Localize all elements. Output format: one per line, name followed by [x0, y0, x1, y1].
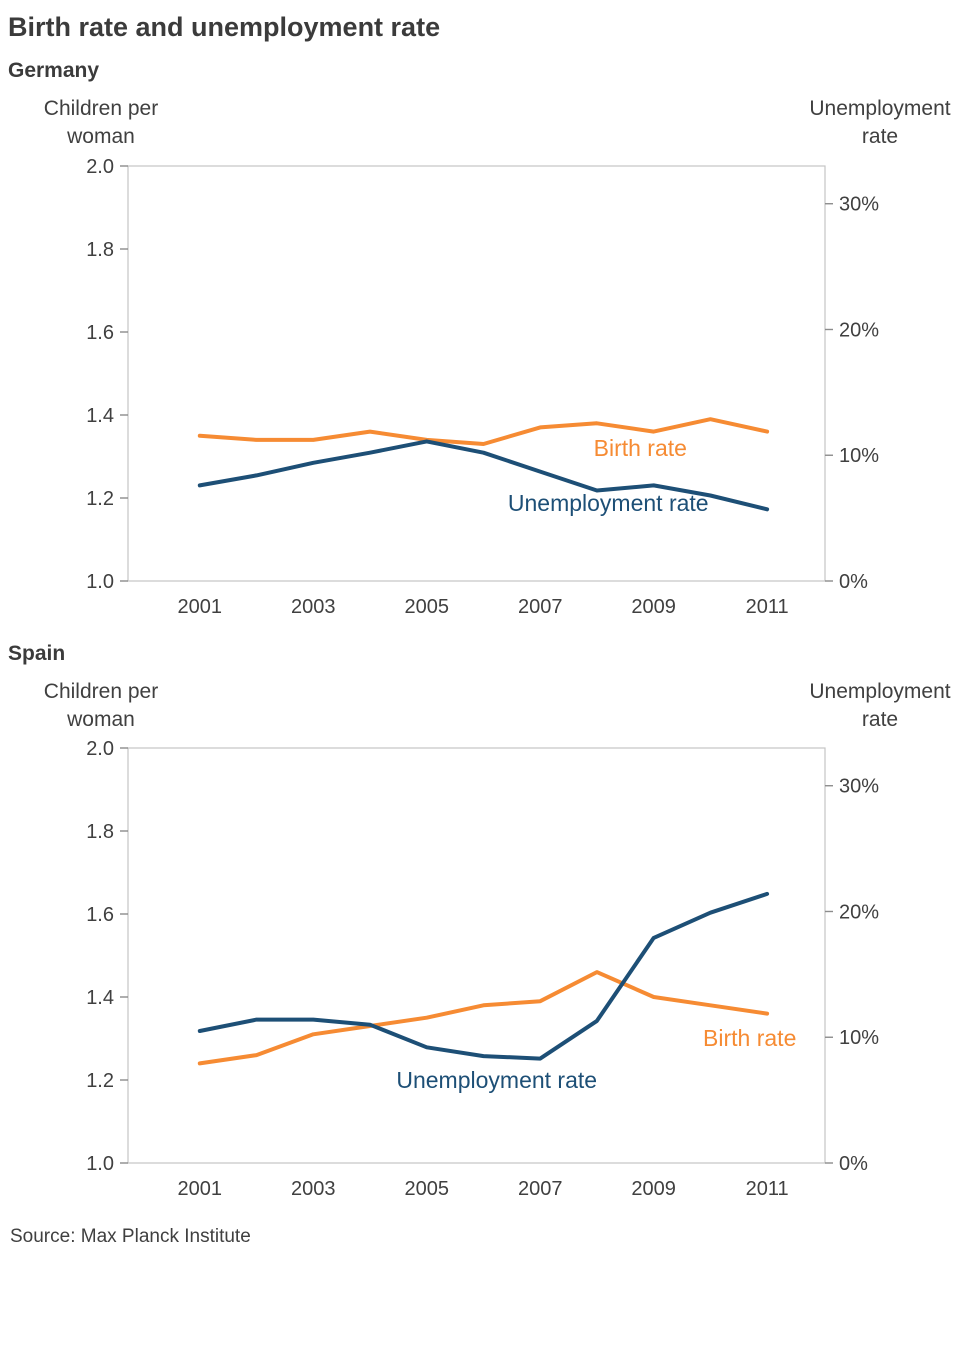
plot-frame — [127, 747, 826, 1164]
x-tick-label: 2009 — [631, 1178, 676, 1200]
spain-chart: 2.0 1.8 1.6 1.4 1.2 1.0 30% 20% 10% 0% 2001 2003 200… — [86, 740, 879, 1200]
x-tick-label: 2001 — [178, 1178, 223, 1200]
left-tick-label: 2.0 — [86, 740, 114, 760]
source-note: Source: Max Planck Institute — [10, 1226, 251, 1248]
chart-panel-spain: Spain Children per woman Unemployment ra… — [8, 642, 968, 1211]
left-tick-label: 1.4 — [86, 987, 114, 1009]
left-tick-label: 2.0 — [86, 158, 114, 178]
unemployment-label: Unemployment rate — [396, 1067, 597, 1093]
birth_rate-line — [197, 416, 770, 446]
right-tick-label: 30% — [839, 193, 879, 215]
panel-title-germany: Germany — [8, 59, 100, 82]
unemployment-line — [197, 439, 770, 511]
left-tick-label: 1.2 — [86, 488, 114, 510]
x-tick-label: 2011 — [746, 1178, 789, 1200]
right-tick-label: 10% — [839, 1028, 879, 1050]
right-tick-label: 0% — [839, 571, 868, 593]
right-tick-label: 20% — [839, 319, 879, 341]
axis-label-row: Children per woman Unemployment rate — [8, 95, 968, 152]
x-tick-label: 2003 — [291, 596, 336, 618]
unemployment-line — [197, 892, 770, 1061]
panel-title-spain: Spain — [8, 641, 66, 665]
left-tick-label: 1.6 — [86, 904, 114, 926]
right-axis-label: Unemployment rate — [809, 97, 951, 149]
axis-label-row: Children per woman Unemployment rate — [8, 678, 968, 735]
x-tick-label: 2009 — [631, 596, 676, 618]
x-tick-label: 2001 — [178, 596, 223, 618]
birth_rate-label: Birth rate — [594, 435, 687, 461]
plot-frame — [127, 165, 826, 582]
left-tick-label: 1.0 — [86, 571, 114, 593]
x-tick-label: 2005 — [404, 596, 449, 618]
x-tick-label: 2007 — [518, 1178, 563, 1200]
chart-panel-germany: Germany Children per woman Unemployment … — [8, 59, 968, 628]
left-tick-label: 1.0 — [86, 1153, 114, 1175]
left-tick-label: 1.2 — [86, 1070, 114, 1092]
unemployment-label: Unemployment rate — [508, 490, 709, 516]
x-tick-label: 2005 — [404, 1178, 449, 1200]
right-tick-label: 20% — [839, 902, 879, 924]
left-axis-label: Children per woman — [43, 97, 159, 149]
page-title: Birth rate and unemployment rate — [8, 12, 441, 42]
right-tick-label: 0% — [839, 1153, 868, 1175]
x-tick-label: 2011 — [746, 596, 789, 618]
right-tick-label: 10% — [839, 445, 879, 467]
birth_rate-line — [197, 970, 770, 1066]
right-tick-label: 30% — [839, 776, 879, 798]
x-tick-label: 2003 — [291, 1178, 336, 1200]
left-tick-label: 1.6 — [86, 322, 114, 344]
right-axis-label: Unemployment rate — [809, 679, 951, 732]
x-tick-label: 2007 — [518, 596, 563, 618]
left-tick-label: 1.4 — [86, 405, 114, 427]
left-axis-label: Children per woman — [43, 679, 159, 732]
left-tick-label: 1.8 — [86, 239, 114, 261]
birth_rate-label: Birth rate — [703, 1025, 796, 1051]
germany-chart: 2.0 1.8 1.6 1.4 1.2 1.0 30% 20% 10% 0% 2001 2003 200… — [86, 158, 879, 618]
left-tick-label: 1.8 — [86, 821, 114, 843]
